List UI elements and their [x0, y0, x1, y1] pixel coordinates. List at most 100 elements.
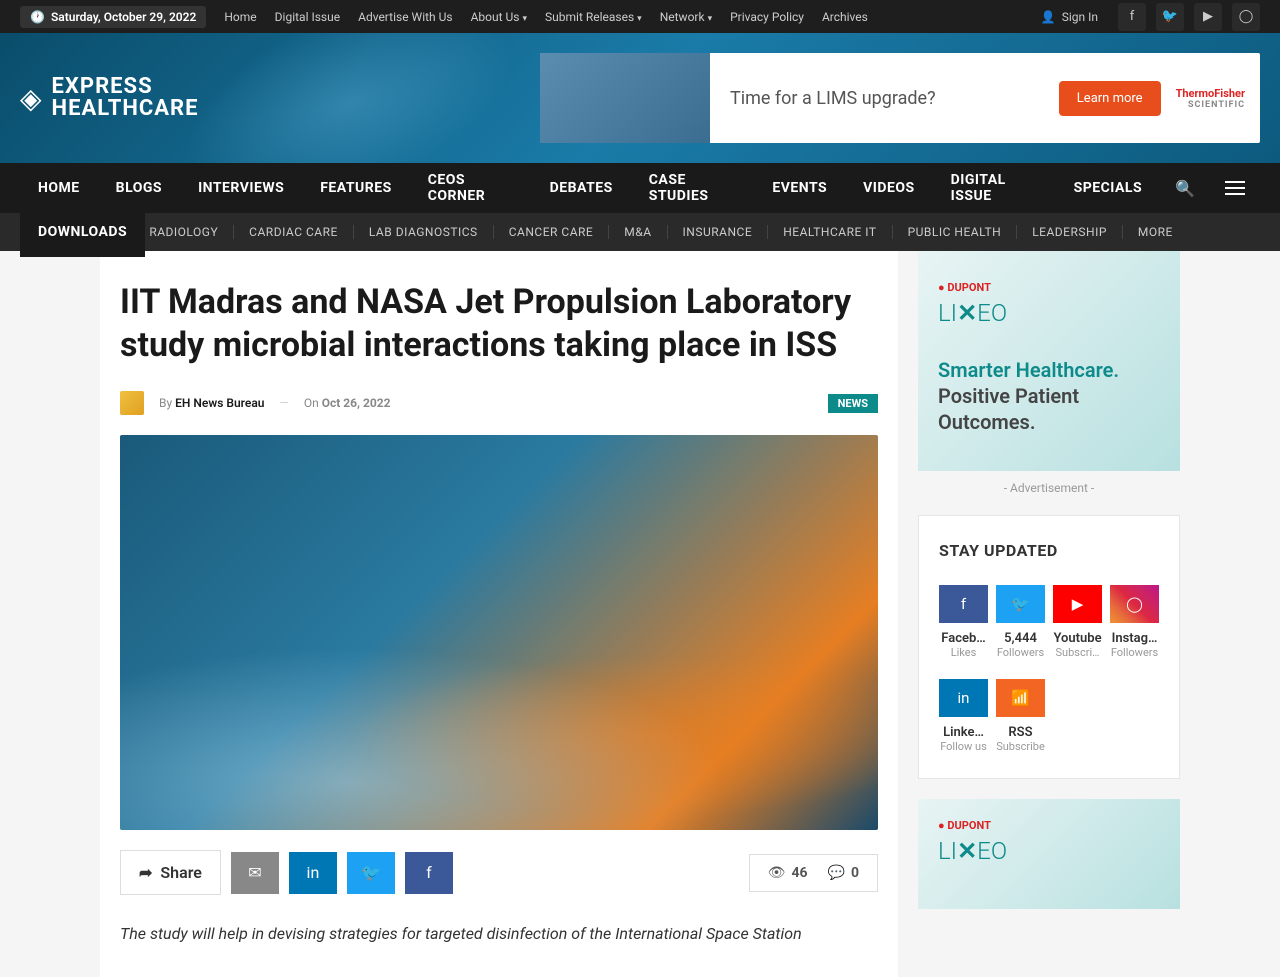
ad-logo: LI✕EO [938, 837, 1160, 865]
share-facebook-button[interactable]: f [405, 852, 453, 894]
top-link-home[interactable]: Home [224, 10, 256, 24]
share-linkedin-button[interactable]: in [289, 852, 337, 894]
social-twitter[interactable]: 🐦 5,444 Followers [996, 585, 1045, 659]
chevron-down-icon: ▾ [637, 14, 642, 24]
signin-label: Sign In [1062, 10, 1098, 24]
facebook-icon[interactable]: f [1118, 3, 1146, 31]
header-banner: ◈ EXPRESS HEALTHCARE Time for a LIMS upg… [0, 33, 1280, 163]
article-lead: The study will help in devising strategi… [120, 920, 878, 947]
twitter-icon[interactable]: 🐦 [1156, 3, 1184, 31]
article-meta: By EH News Bureau — On Oct 26, 2022 NEWS [120, 391, 878, 415]
subnav-insurance[interactable]: INSURANCE [668, 225, 769, 239]
share-label: Share [160, 863, 202, 882]
social-youtube[interactable]: ▶ Youtube Subscri… [1053, 585, 1102, 659]
views-stat: 👁46 [768, 865, 808, 881]
nav-downloads[interactable]: DOWNLOADS [20, 207, 145, 257]
rss-icon: 📶 [996, 679, 1045, 717]
comments-stat[interactable]: 💬0 [828, 865, 859, 881]
social-rss[interactable]: 📶 RSS Subscribe [996, 679, 1045, 753]
article-hero-image [120, 435, 878, 830]
nav-debates[interactable]: DEBATES [532, 163, 631, 213]
ad-copy: Smarter Healthcare. Positive Patient Out… [938, 357, 1160, 435]
top-link-submit[interactable]: Submit Releases▾ [545, 10, 642, 24]
sidebar-ad-2[interactable]: ● DUPONT LI✕EO [918, 799, 1180, 909]
stay-updated-widget: STAY UPDATED f Faceb… Likes 🐦 5,444 Foll… [918, 515, 1180, 779]
ad-logo: LI✕EO [938, 299, 1160, 327]
social-instagram[interactable]: ◯ Instag… Followers [1110, 585, 1159, 659]
sidebar-ad-1[interactable]: ● DUPONT LI✕EO Smarter Healthcare. Posit… [918, 251, 1180, 471]
search-icon[interactable]: 🔍 [1160, 179, 1210, 198]
ad-disclosure: - Advertisement - [918, 471, 1180, 515]
subnav-cancer[interactable]: CANCER CARE [494, 225, 610, 239]
topbar-right: 👤 Sign In f 🐦 ▶ ◯ [1041, 3, 1260, 31]
stats-box: 👁46 💬0 [749, 854, 878, 892]
ad-brand-prefix: ● DUPONT [938, 281, 1160, 294]
top-link-network[interactable]: Network▾ [660, 10, 712, 24]
linkedin-icon: in [939, 679, 988, 717]
site-logo[interactable]: ◈ EXPRESS HEALTHCARE [20, 76, 199, 120]
top-link-about[interactable]: About Us▾ [471, 10, 527, 24]
category-badge[interactable]: NEWS [828, 394, 878, 413]
subnav-cardiac[interactable]: CARDIAC CARE [234, 225, 354, 239]
topbar-left: 🕐 Saturday, October 29, 2022 Home Digita… [20, 6, 868, 28]
ad-brand: ThermoFisher SCIENTIFIC [1176, 87, 1245, 110]
sidebar: ● DUPONT LI✕EO Smarter Healthcare. Posit… [918, 251, 1180, 977]
top-link-digital-issue[interactable]: Digital Issue [275, 10, 340, 24]
by-label: By EH News Bureau [159, 396, 264, 410]
logo-text: EXPRESS HEALTHCARE [52, 76, 199, 120]
nav-interviews[interactable]: INTERVIEWS [180, 163, 302, 213]
main-nav: HOME BLOGS INTERVIEWS FEATURES CEOS CORN… [0, 163, 1280, 213]
nav-features[interactable]: FEATURES [302, 163, 410, 213]
social-facebook[interactable]: f Faceb… Likes [939, 585, 988, 659]
signin-button[interactable]: 👤 Sign In [1041, 10, 1098, 24]
subnav-public-health[interactable]: PUBLIC HEALTH [893, 225, 1018, 239]
nav-specials[interactable]: SPECIALS [1056, 163, 1161, 213]
share-row: ➦ Share ✉ in 🐦 f 👁46 💬0 [120, 850, 878, 895]
comment-icon: 💬 [828, 865, 845, 881]
social-grid-row1: f Faceb… Likes 🐦 5,444 Followers ▶ Youtu… [939, 585, 1159, 659]
chevron-down-icon: ▾ [708, 14, 713, 24]
subnav-ma[interactable]: M&A [609, 225, 667, 239]
nav-ceos-corner[interactable]: CEOS CORNER [410, 163, 532, 213]
subnav-more[interactable]: MORE [1123, 225, 1188, 239]
nav-events[interactable]: EVENTS [754, 163, 845, 213]
subnav-radiology[interactable]: RADIOLOGY [134, 225, 234, 239]
main-column: IIT Madras and NASA Jet Propulsion Labor… [100, 251, 898, 977]
stay-updated-title: STAY UPDATED [939, 541, 1159, 560]
nav-case-studies[interactable]: CASE STUDIES [631, 163, 755, 213]
menu-icon[interactable] [1210, 181, 1260, 195]
nav-videos[interactable]: VIDEOS [845, 163, 933, 213]
content-wrap: IIT Madras and NASA Jet Propulsion Labor… [90, 251, 1190, 977]
header-ad[interactable]: Time for a LIMS upgrade? Learn more Ther… [540, 53, 1260, 143]
share-icon: ➦ [139, 863, 152, 882]
subnav-lab[interactable]: LAB DIAGNOSTICS [354, 225, 494, 239]
ad-learn-more-button[interactable]: Learn more [1059, 81, 1161, 116]
share-twitter-button[interactable]: 🐦 [347, 852, 395, 894]
author-avatar [120, 391, 144, 415]
nav-digital-issue[interactable]: DIGITAL ISSUE [933, 163, 1056, 213]
eye-icon: 👁 [768, 865, 786, 881]
top-link-advertise[interactable]: Advertise With Us [358, 10, 452, 24]
meta-separator: — [279, 396, 288, 410]
ad-brand-prefix: ● DUPONT [938, 819, 1160, 832]
twitter-icon: 🐦 [996, 585, 1045, 623]
nav-home[interactable]: HOME [20, 163, 98, 213]
logo-icon: ◈ [20, 82, 42, 115]
social-linkedin[interactable]: in Linke… Follow us [939, 679, 988, 753]
article-title: IIT Madras and NASA Jet Propulsion Labor… [120, 281, 878, 366]
subnav-healthcare-it[interactable]: HEALTHCARE IT [768, 225, 892, 239]
top-link-archives[interactable]: Archives [822, 10, 868, 24]
top-link-privacy[interactable]: Privacy Policy [730, 10, 804, 24]
youtube-icon: ▶ [1053, 585, 1102, 623]
subnav-leadership[interactable]: LEADERSHIP [1017, 225, 1123, 239]
youtube-icon[interactable]: ▶ [1194, 3, 1222, 31]
user-icon: 👤 [1041, 10, 1056, 24]
date-badge: 🕐 Saturday, October 29, 2022 [20, 6, 206, 28]
instagram-icon: ◯ [1110, 585, 1159, 623]
share-label-box: ➦ Share [120, 850, 221, 895]
nav-blogs[interactable]: BLOGS [98, 163, 180, 213]
share-email-button[interactable]: ✉ [231, 852, 279, 894]
ad-text: Time for a LIMS upgrade? [710, 88, 1059, 109]
instagram-icon[interactable]: ◯ [1232, 3, 1260, 31]
facebook-icon: f [939, 585, 988, 623]
